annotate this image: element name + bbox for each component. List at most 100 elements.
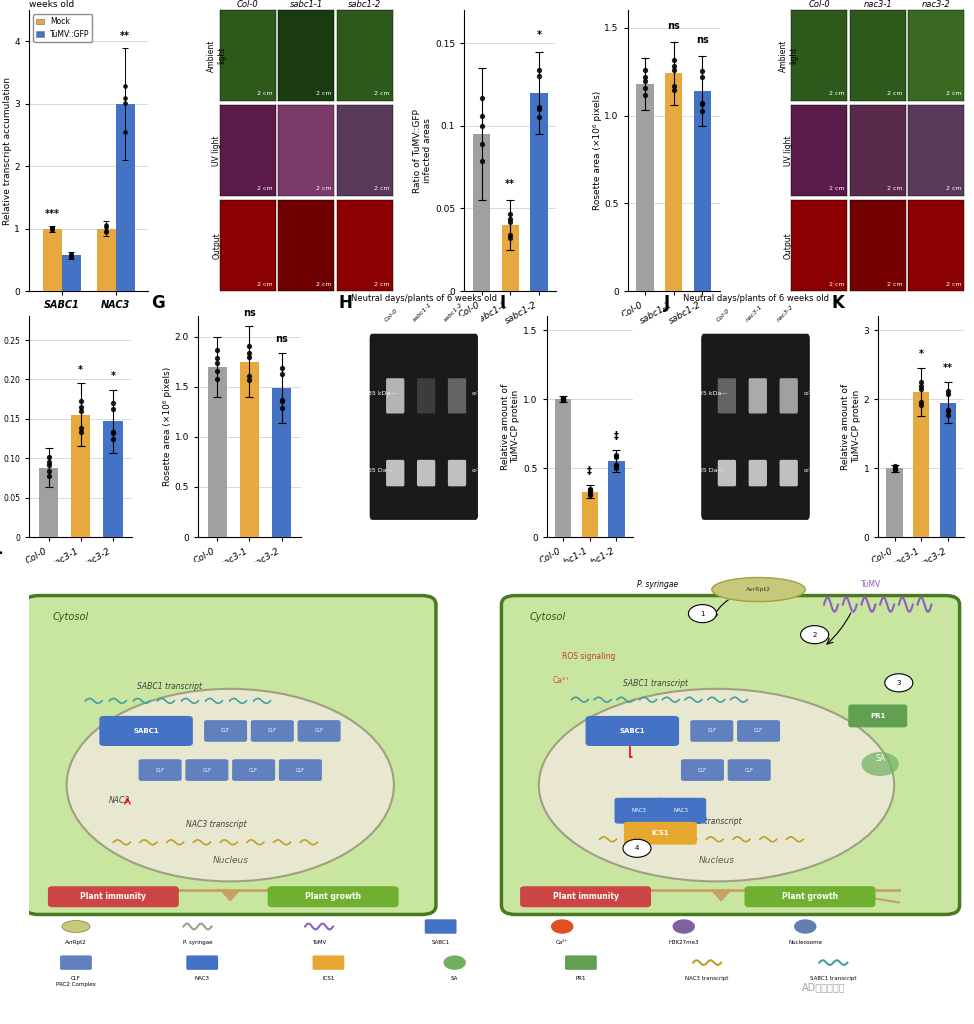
- Point: [637, 61, 653, 78]
- FancyBboxPatch shape: [417, 460, 435, 486]
- Bar: [240, 361, 259, 537]
- Text: 2 cm: 2 cm: [829, 91, 844, 96]
- Point: [209, 342, 225, 358]
- Point: [637, 69, 653, 85]
- Text: NAC3: NAC3: [195, 976, 209, 981]
- Y-axis label: Relative transcript accumulation: Relative transcript accumulation: [3, 77, 12, 224]
- Text: ns: ns: [276, 334, 288, 344]
- Point: [666, 57, 682, 74]
- Text: P. syringae: P. syringae: [637, 580, 678, 589]
- Text: Col-0: Col-0: [385, 308, 399, 323]
- Point: [118, 124, 133, 140]
- Point: [45, 222, 60, 239]
- Text: NAC3 transcript: NAC3 transcript: [682, 817, 742, 826]
- FancyBboxPatch shape: [279, 759, 321, 781]
- Bar: [636, 84, 654, 291]
- Point: [98, 217, 114, 233]
- Bar: [502, 225, 519, 291]
- Text: Col-0: Col-0: [716, 308, 730, 323]
- Text: 2 cm: 2 cm: [316, 282, 331, 287]
- Point: [609, 458, 624, 474]
- Text: 2 cm: 2 cm: [374, 186, 390, 191]
- Text: 3: 3: [896, 680, 901, 686]
- Text: Plant immunity: Plant immunity: [552, 892, 618, 901]
- Text: Ca²⁺: Ca²⁺: [553, 676, 570, 685]
- Text: CLF: CLF: [745, 768, 754, 772]
- Ellipse shape: [712, 578, 805, 601]
- Text: Ca²⁺: Ca²⁺: [556, 940, 568, 945]
- Point: [105, 400, 121, 417]
- Point: [503, 230, 518, 247]
- Point: [694, 69, 710, 85]
- FancyBboxPatch shape: [417, 378, 435, 414]
- Text: 2: 2: [812, 632, 817, 638]
- Text: Cytosol: Cytosol: [53, 611, 89, 622]
- Bar: [693, 91, 711, 291]
- Point: [105, 425, 121, 441]
- Point: [609, 457, 624, 473]
- FancyBboxPatch shape: [268, 886, 398, 907]
- Bar: [96, 228, 116, 291]
- Point: [531, 69, 546, 85]
- Point: [503, 211, 518, 227]
- Point: [694, 95, 710, 112]
- FancyBboxPatch shape: [386, 378, 404, 414]
- FancyBboxPatch shape: [185, 759, 228, 781]
- Text: Plant growth: Plant growth: [782, 892, 838, 901]
- Circle shape: [551, 920, 574, 934]
- Text: SABC1: SABC1: [431, 940, 450, 945]
- FancyBboxPatch shape: [425, 920, 457, 934]
- Y-axis label: Relative amount of
TuMV-CP protein: Relative amount of TuMV-CP protein: [842, 384, 861, 470]
- Point: [666, 61, 682, 78]
- Text: H3K27me3: H3K27me3: [668, 940, 699, 945]
- Text: sabc1-2: sabc1-2: [443, 302, 464, 323]
- Text: L: L: [0, 540, 3, 558]
- Text: I: I: [500, 294, 506, 312]
- Point: [473, 154, 489, 170]
- Text: 2 cm: 2 cm: [374, 282, 390, 287]
- Circle shape: [623, 840, 651, 857]
- Text: 2 cm: 2 cm: [316, 91, 331, 96]
- FancyBboxPatch shape: [370, 334, 477, 519]
- Point: [581, 487, 597, 504]
- Text: 2 cm: 2 cm: [374, 91, 390, 96]
- Point: [531, 99, 546, 116]
- Text: ‡: ‡: [614, 431, 618, 441]
- Text: NAC3: NAC3: [631, 808, 647, 813]
- Point: [666, 51, 682, 68]
- Point: [63, 247, 79, 263]
- FancyBboxPatch shape: [718, 460, 736, 486]
- Point: [666, 78, 682, 94]
- Text: *: *: [537, 31, 542, 40]
- Text: nac3-1: nac3-1: [745, 304, 764, 323]
- Point: [73, 420, 89, 436]
- FancyBboxPatch shape: [24, 596, 436, 914]
- Text: ns: ns: [667, 20, 680, 31]
- Text: SABC1 transcript: SABC1 transcript: [810, 976, 856, 981]
- Point: [209, 371, 225, 387]
- Bar: [116, 103, 134, 291]
- FancyBboxPatch shape: [520, 886, 651, 907]
- Text: α-Tubulin: α-Tubulin: [471, 468, 500, 473]
- Text: NAC3 transcript: NAC3 transcript: [686, 976, 729, 981]
- Text: PR1: PR1: [576, 976, 586, 981]
- FancyBboxPatch shape: [386, 460, 404, 486]
- Point: [609, 446, 624, 463]
- Text: CLF: CLF: [296, 768, 305, 772]
- FancyBboxPatch shape: [502, 596, 959, 914]
- FancyBboxPatch shape: [624, 822, 696, 845]
- FancyBboxPatch shape: [565, 955, 597, 970]
- Text: Neutral days/plants of 6 weeks old: Neutral days/plants of 6 weeks old: [683, 294, 829, 303]
- Point: [73, 424, 89, 440]
- Text: Neutral days/plants of 6
weeks old: Neutral days/plants of 6 weeks old: [29, 0, 138, 9]
- Text: CLF: CLF: [315, 728, 323, 733]
- Text: ‡: ‡: [587, 466, 592, 476]
- Point: [531, 61, 546, 78]
- Point: [98, 223, 114, 240]
- Bar: [207, 367, 227, 537]
- Text: CLF: CLF: [203, 768, 211, 772]
- Polygon shape: [221, 891, 240, 901]
- Text: G: G: [152, 294, 166, 312]
- Text: ns: ns: [244, 307, 256, 317]
- Text: 65 Da—: 65 Da—: [368, 468, 393, 473]
